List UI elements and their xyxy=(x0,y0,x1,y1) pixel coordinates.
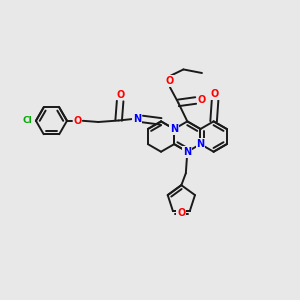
Text: Cl: Cl xyxy=(22,116,32,125)
Text: N: N xyxy=(183,147,191,157)
Text: N: N xyxy=(196,139,205,149)
Text: N: N xyxy=(133,114,141,124)
Text: N: N xyxy=(170,124,178,134)
Text: O: O xyxy=(116,89,124,100)
Text: O: O xyxy=(211,89,219,99)
Text: O: O xyxy=(73,116,82,126)
Text: O: O xyxy=(197,95,206,106)
Text: O: O xyxy=(165,76,173,86)
Text: O: O xyxy=(177,208,185,218)
